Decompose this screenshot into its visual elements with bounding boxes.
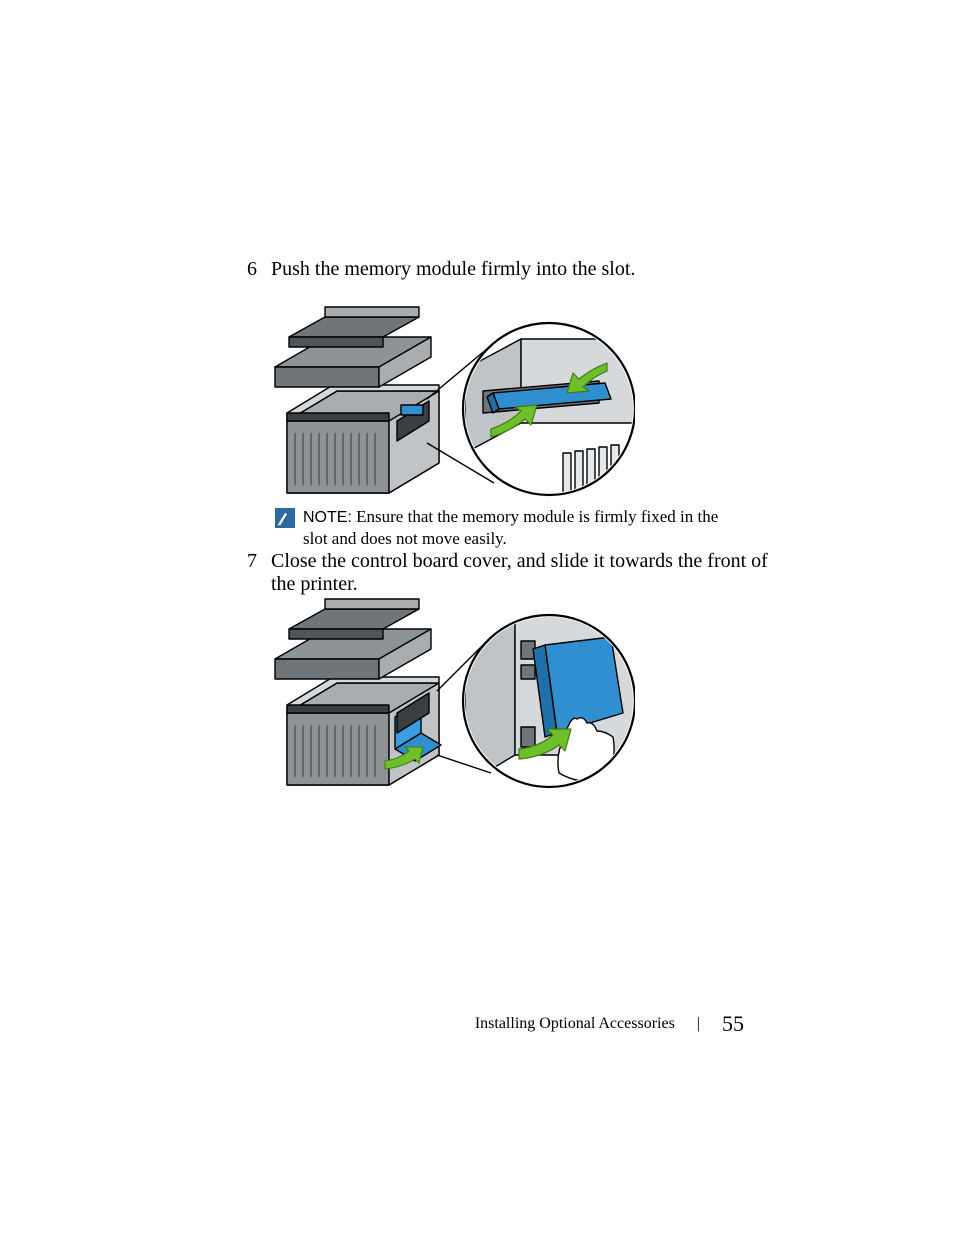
footer-page-number: 55: [722, 1011, 744, 1037]
note-text: NOTE: Ensure that the memory module is f…: [303, 506, 733, 549]
step-6-number: 6: [247, 258, 267, 281]
note-icon: [275, 508, 295, 528]
step-6: 6 Push the memory module firmly into the…: [247, 258, 635, 281]
footer-section-title: Installing Optional Accessories: [475, 1015, 675, 1033]
note-label: NOTE:: [303, 509, 352, 526]
figure-step-6: [269, 293, 635, 510]
note-body: Ensure that the memory module is firmly …: [303, 507, 718, 548]
page-footer: Installing Optional Accessories | 55: [0, 1011, 954, 1037]
manual-page: 6 Push the memory module firmly into the…: [0, 0, 954, 1235]
step-7-number: 7: [247, 550, 267, 573]
note-block: NOTE: Ensure that the memory module is f…: [275, 506, 733, 549]
figure-step-7: [269, 585, 635, 802]
footer-separator: |: [697, 1015, 700, 1033]
step-6-text: Push the memory module firmly into the s…: [271, 258, 635, 281]
